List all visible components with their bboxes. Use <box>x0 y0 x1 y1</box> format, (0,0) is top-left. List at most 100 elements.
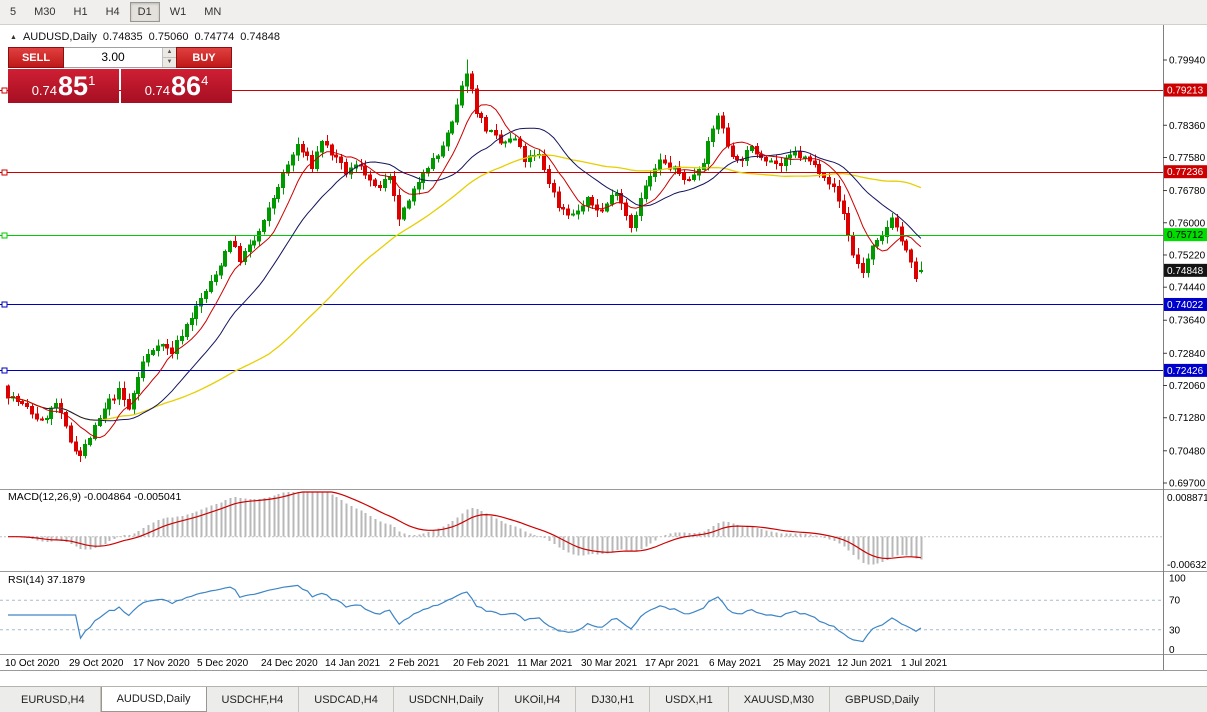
svg-text:0.76000: 0.76000 <box>1169 218 1206 229</box>
period-button-h1[interactable]: H1 <box>66 2 96 22</box>
rsi-axis-0: 0 <box>1169 645 1175 656</box>
ohlc-open: 0.74835 <box>102 31 143 43</box>
svg-text:25 May 2021: 25 May 2021 <box>773 658 831 669</box>
rsi-axis-70: 70 <box>1169 596 1181 607</box>
price-label-0.72426 <box>1164 363 1207 377</box>
period-button-d1[interactable]: D1 <box>129 2 160 22</box>
svg-text:0.79940: 0.79940 <box>1169 56 1206 67</box>
rsi-axis-30: 30 <box>1169 625 1181 636</box>
buy-price-display[interactable]: 0.74 86 4 <box>121 69 232 103</box>
svg-text:14 Jan 2021: 14 Jan 2021 <box>325 658 380 669</box>
price-label-0.74848 <box>1164 263 1207 277</box>
chart-tab-audusd-daily[interactable]: AUDUSD,Daily <box>100 687 207 712</box>
chart-tab-gbpusd-daily[interactable]: GBPUSD,Daily <box>830 687 936 712</box>
svg-text:0.76780: 0.76780 <box>1169 186 1206 197</box>
hline-anchor-0.75712[interactable] <box>1 232 8 239</box>
chart-marker-icon: ▲ <box>10 33 17 41</box>
svg-text:12 Jun 2021: 12 Jun 2021 <box>837 658 892 669</box>
svg-text:30 Mar 2021: 30 Mar 2021 <box>581 658 638 669</box>
macd-histogram <box>12 492 923 565</box>
period-button-5[interactable]: 5 <box>2 2 24 22</box>
sell-price-main: 0.74 <box>31 82 58 98</box>
ohlc-high: 0.75060 <box>148 31 189 43</box>
svg-text:0.78360: 0.78360 <box>1169 121 1206 132</box>
svg-text:0.73640: 0.73640 <box>1169 316 1206 327</box>
hline-anchor-0.74022[interactable] <box>1 301 8 308</box>
buy-price-main: 0.74 <box>144 82 171 98</box>
chart-tab-xauusd-m30[interactable]: XAUUSD,M30 <box>729 687 831 712</box>
svg-text:24 Dec 2020: 24 Dec 2020 <box>261 658 318 669</box>
rsi-label: RSI(14) 37.1879 <box>8 574 85 586</box>
volume-increase-button[interactable]: ▲ <box>163 48 176 58</box>
price-label-0.74022 <box>1164 297 1207 311</box>
svg-text:0.72060: 0.72060 <box>1169 381 1206 392</box>
timeframes-toolbar: 5 M30 H1 H4 D1 W1 MN <box>0 0 1207 25</box>
svg-text:5 Dec 2020: 5 Dec 2020 <box>197 658 249 669</box>
ma-slow-line <box>7 154 922 421</box>
svg-text:0.74022: 0.74022 <box>1167 300 1204 311</box>
svg-text:17 Nov 2020: 17 Nov 2020 <box>133 658 190 669</box>
chart-tab-ukoil-h4[interactable]: UKOil,H4 <box>499 687 577 712</box>
chart-tab-usdchf-h4[interactable]: USDCHF,H4 <box>207 687 300 712</box>
svg-text:20 Feb 2021: 20 Feb 2021 <box>453 658 510 669</box>
svg-text:2 Feb 2021: 2 Feb 2021 <box>389 658 440 669</box>
candles-layer <box>6 59 923 463</box>
price-axis-ticks: 0.79940 0.78360 0.77580 0.76780 0.76000 0.752… <box>1163 56 1206 490</box>
sell-price-display[interactable]: 0.74 85 1 <box>8 69 119 103</box>
chart-tab-usdcad-h4[interactable]: USDCAD,H4 <box>299 687 394 712</box>
one-click-trading-panel: SELL 3.00 ▲ ▼ BUY 0.74 85 1 0.74 86 4 <box>8 47 232 103</box>
svg-text:0.69700: 0.69700 <box>1169 479 1206 490</box>
price-label-0.75712 <box>1164 228 1207 242</box>
volume-stepper[interactable]: 3.00 ▲ ▼ <box>64 47 176 68</box>
svg-text:6 May 2021: 6 May 2021 <box>709 658 762 669</box>
panel-separators <box>0 489 1207 671</box>
symbol-name: AUDUSD,Daily <box>22 31 97 43</box>
chart-tab-usdx-h1[interactable]: USDX,H1 <box>650 687 729 712</box>
svg-text:17 Apr 2021: 17 Apr 2021 <box>645 658 699 669</box>
ohlc-close: 0.74848 <box>240 31 280 43</box>
buy-price-big: 86 <box>171 71 202 101</box>
hline-anchor-0.72426[interactable] <box>1 367 8 374</box>
svg-text:0.72426: 0.72426 <box>1167 366 1204 377</box>
period-button-mn[interactable]: MN <box>196 2 229 22</box>
chart-tab-bar: EURUSD,H4 AUDUSD,Daily USDCHF,H4 USDCAD,H4 U… <box>0 686 1207 712</box>
svg-text:0.77236: 0.77236 <box>1167 167 1204 178</box>
ohlc-low: 0.74774 <box>194 31 235 43</box>
macd-signal-line <box>8 491 921 560</box>
sell-price-sup: 1 <box>88 73 96 88</box>
sell-button[interactable]: SELL <box>8 47 64 68</box>
hline-anchor-0.77236[interactable] <box>1 169 8 176</box>
svg-text:0.75220: 0.75220 <box>1169 250 1206 261</box>
period-button-h4[interactable]: H4 <box>98 2 128 22</box>
rsi-line <box>8 584 922 643</box>
macd-axis-min: -0.006321 <box>1167 560 1207 571</box>
date-axis: 10 Oct 2020 29 Oct 2020 17 Nov 2020 5 Dec 2… <box>5 658 948 669</box>
hline-anchor-0.79213[interactable] <box>1 87 8 94</box>
price-label-0.77236 <box>1164 165 1207 179</box>
chart-symbol-header: ▲ AUDUSD,Daily 0.74835 0.75060 0.74774 0… <box>10 31 280 43</box>
price-axis-marked-labels: 0.79213 0.77236 0.75712 0.74848 0.74022 0.724… <box>1164 83 1207 377</box>
period-button-m30[interactable]: M30 <box>26 2 63 22</box>
svg-text:0.71280: 0.71280 <box>1169 413 1206 424</box>
svg-text:0.70480: 0.70480 <box>1169 446 1206 457</box>
svg-text:1 Jul 2021: 1 Jul 2021 <box>901 658 948 669</box>
svg-text:0.72840: 0.72840 <box>1169 349 1206 360</box>
volume-value[interactable]: 3.00 <box>101 50 125 64</box>
chart-tab-eurusd-h4[interactable]: EURUSD,H4 <box>6 687 101 712</box>
svg-text:11 Mar 2021: 11 Mar 2021 <box>517 658 573 669</box>
svg-text:0.75712: 0.75712 <box>1167 230 1204 241</box>
svg-text:29 Oct 2020: 29 Oct 2020 <box>69 658 124 669</box>
chart-tab-dj30-h1[interactable]: DJ30,H1 <box>576 687 651 712</box>
horizontal-lines-layer <box>0 87 1163 374</box>
sell-price-big: 85 <box>58 71 89 101</box>
svg-text:0.79213: 0.79213 <box>1167 86 1204 97</box>
macd-axis-max: 0.008871 <box>1167 493 1207 504</box>
buy-button[interactable]: BUY <box>176 47 232 68</box>
chart-tab-usdcnh-daily[interactable]: USDCNH,Daily <box>394 687 500 712</box>
buy-price-sup: 4 <box>201 73 209 88</box>
svg-text:0.74440: 0.74440 <box>1169 283 1206 294</box>
volume-decrease-button[interactable]: ▼ <box>163 58 176 67</box>
period-button-w1[interactable]: W1 <box>162 2 195 22</box>
price-label-0.79213 <box>1164 83 1207 97</box>
